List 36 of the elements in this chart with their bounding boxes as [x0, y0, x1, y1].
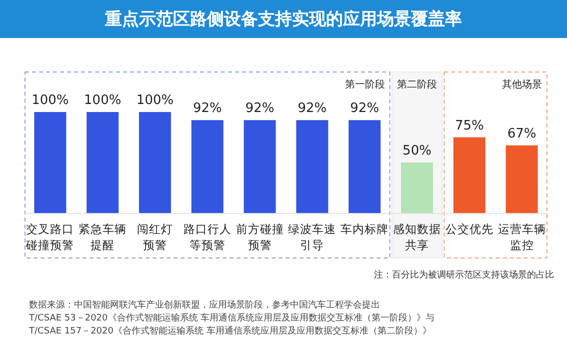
bar [348, 120, 381, 213]
bar [506, 145, 538, 213]
text: 第一阶段 [344, 78, 385, 90]
text: 第二阶段 [397, 78, 438, 90]
source-note: 数据来源：中国智能网联汽车产业创新联盟，应用场景阶段，参考中国汽车工程学会提出 T/CSAE 53－2020《合作式智能运输系统 车用通信系统应用层及应用数据交互标准（第一阶段）》与 T/CSAE 157－2020《合作式智能运输系统 车用通信系统应用层及应用数据交互标准（第二阶段）》 [28, 300, 435, 336]
x-tick-label: 路口行人等预警 [183, 222, 232, 252]
text: 注：百分比为被调研示范区支持该场景的占比 [374, 270, 554, 280]
x-tick-label: 前方碰撞预警 [236, 222, 284, 252]
bar [453, 137, 486, 213]
x-tick-label: 绿波车速引导 [288, 222, 336, 252]
bar [401, 162, 433, 213]
bar [86, 112, 119, 213]
data-label: 92% [192, 101, 222, 116]
text: 其他场景 [502, 78, 542, 90]
data-label: 100% [32, 93, 69, 108]
x-tick-label: 感知数据共享 [393, 222, 441, 252]
data-label: 92% [245, 101, 274, 116]
chart-title: 重点示范区路侧设备支持实现的应用场景覆盖率 [104, 8, 462, 30]
bar [139, 112, 171, 213]
bar [34, 112, 66, 213]
data-label: 100% [84, 93, 122, 108]
x-tick-label: 紧急车辆提醒 [78, 222, 127, 252]
bar [244, 120, 276, 213]
data-label: 67% [507, 126, 536, 142]
data-label: 92% [298, 101, 327, 116]
x-tick-label: 运营车辆监控 [498, 222, 546, 252]
x-tick-label: 闯红灯预警 [137, 222, 173, 252]
data-label: 92% [350, 101, 380, 116]
x-tick-label: 交叉路口碰撞预警 [25, 222, 74, 252]
data-label: 100% [136, 93, 174, 108]
bar [191, 120, 224, 213]
bar [296, 120, 328, 213]
x-tick-label: 车内标牌 [340, 222, 389, 236]
x-tick-label: 公交优先 [445, 222, 494, 236]
data-label: 50% [402, 144, 432, 158]
data-label: 75% [454, 118, 484, 134]
